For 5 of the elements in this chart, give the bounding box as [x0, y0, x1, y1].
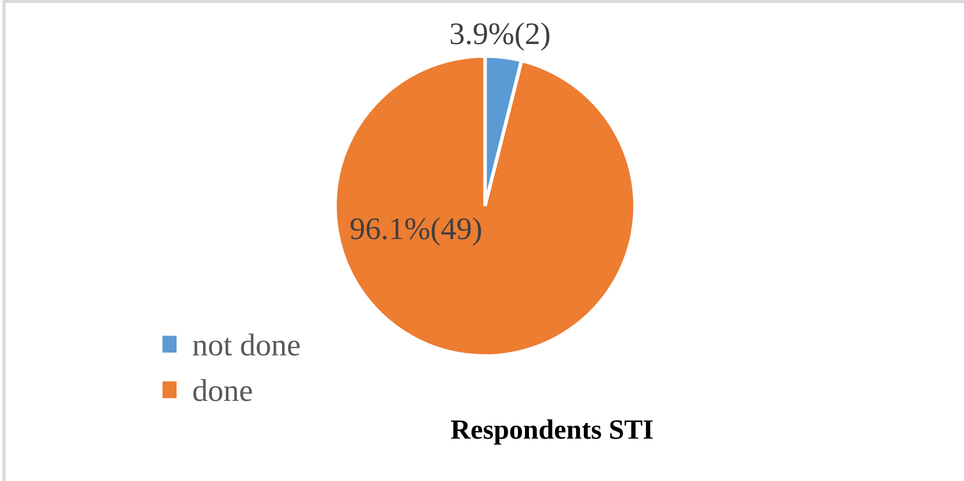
legend-label: done: [193, 379, 252, 402]
legend-label: not done: [192, 334, 300, 356]
data-label: 3.9%(2): [450, 22, 550, 51]
data-label: 96.1%(49): [350, 217, 482, 246]
text: Respondents STI: [450, 419, 653, 445]
